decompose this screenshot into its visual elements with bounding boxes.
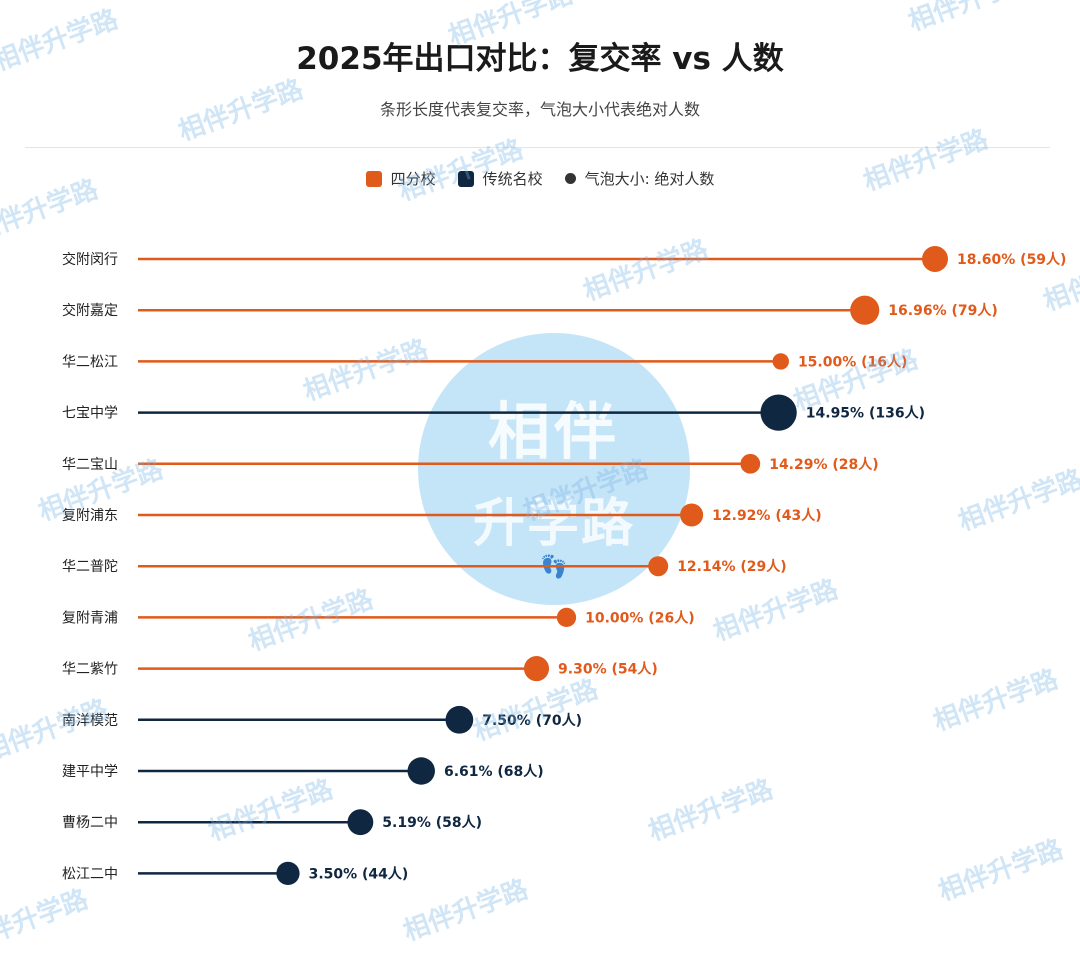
value-label: 15.00% (16人) — [798, 353, 907, 370]
lollipop-bubble[interactable] — [276, 861, 300, 886]
lollipop-bubble[interactable] — [648, 556, 669, 577]
legend-label: 传统名校 — [482, 170, 543, 188]
value-label: 14.29% (28人) — [769, 456, 878, 473]
category-label: 交附闵行 — [62, 251, 118, 268]
lollipop-bubble[interactable] — [850, 295, 880, 325]
divider — [25, 147, 1050, 148]
value-label: 16.96% (79人) — [888, 302, 997, 319]
lollipop-bubble[interactable] — [523, 656, 550, 682]
category-label: 复附浦东 — [62, 507, 118, 524]
value-label: 18.60% (59人) — [957, 251, 1066, 268]
watermark-logo-top: 相伴 — [487, 395, 620, 468]
value-label: 3.50% (44人) — [309, 865, 409, 882]
category-label: 南洋模范 — [62, 712, 118, 729]
legend-circle-icon — [564, 173, 576, 184]
category-label: 华二松江 — [62, 354, 118, 370]
legend-item-bubble-size[interactable]: 气泡大小: 绝对人数 — [564, 168, 715, 189]
lollipop-bubble[interactable] — [556, 607, 577, 628]
legend-item-traditional[interactable]: 传统名校 — [457, 168, 543, 189]
lollipop-bubble[interactable] — [760, 394, 797, 431]
category-label: 建平中学 — [62, 764, 118, 780]
legend-swatch-four-branch — [365, 170, 382, 187]
lollipop-bubble[interactable] — [407, 757, 435, 785]
legend: 四分校 传统名校 气泡大小: 绝对人数 — [0, 168, 1080, 189]
lollipop-bubble[interactable] — [445, 705, 474, 734]
value-label: 7.50% (70人) — [482, 712, 582, 729]
category-label: 松江二中 — [62, 866, 118, 882]
footprints-icon: 👣 — [540, 555, 568, 580]
category-label: 曹杨二中 — [62, 815, 118, 831]
lollipop-chart: 交附闵行 18.60% (59人) 交附嘉定 16.96% (79人) 华二松江 15.0… — [62, 246, 1066, 886]
lollipop-bubble[interactable] — [740, 453, 761, 474]
value-label: 5.19% (58人) — [382, 814, 482, 831]
lollipop-bubble[interactable] — [922, 246, 948, 272]
lollipop-bubble[interactable] — [680, 503, 704, 527]
legend-label: 四分校 — [390, 170, 436, 188]
category-label: 华二紫竹 — [62, 662, 118, 678]
value-label: 9.30% (54人) — [558, 661, 658, 678]
legend-swatch-traditional — [457, 170, 474, 187]
value-label: 10.00% (26人) — [585, 609, 694, 626]
value-label: 6.61% (68人) — [444, 763, 544, 780]
category-label: 交附嘉定 — [62, 302, 118, 319]
category-label: 华二普陀 — [62, 559, 118, 575]
watermark-logo-bottom: 升学路 — [472, 494, 635, 554]
legend-item-four-branch[interactable]: 四分校 — [365, 168, 436, 189]
chart-subtitle: 条形长度代表复交率，气泡大小代表绝对人数 — [379, 100, 700, 119]
legend-label: 气泡大小: 绝对人数 — [584, 170, 715, 188]
category-label: 七宝中学 — [62, 406, 118, 422]
category-label: 复附青浦 — [62, 609, 118, 626]
chart-title: 2025年出口对比：复交率 vs 人数 — [296, 41, 784, 77]
value-label: 12.14% (29人) — [677, 558, 786, 575]
lollipop-bubble[interactable] — [772, 353, 789, 370]
category-label: 华二宝山 — [62, 457, 118, 473]
lollipop-bubble[interactable] — [347, 809, 374, 836]
watermark-logo: 相伴 升学路 👣 — [418, 333, 690, 605]
value-label: 14.95% (136人) — [806, 405, 925, 422]
value-label: 12.92% (43人) — [712, 507, 821, 524]
